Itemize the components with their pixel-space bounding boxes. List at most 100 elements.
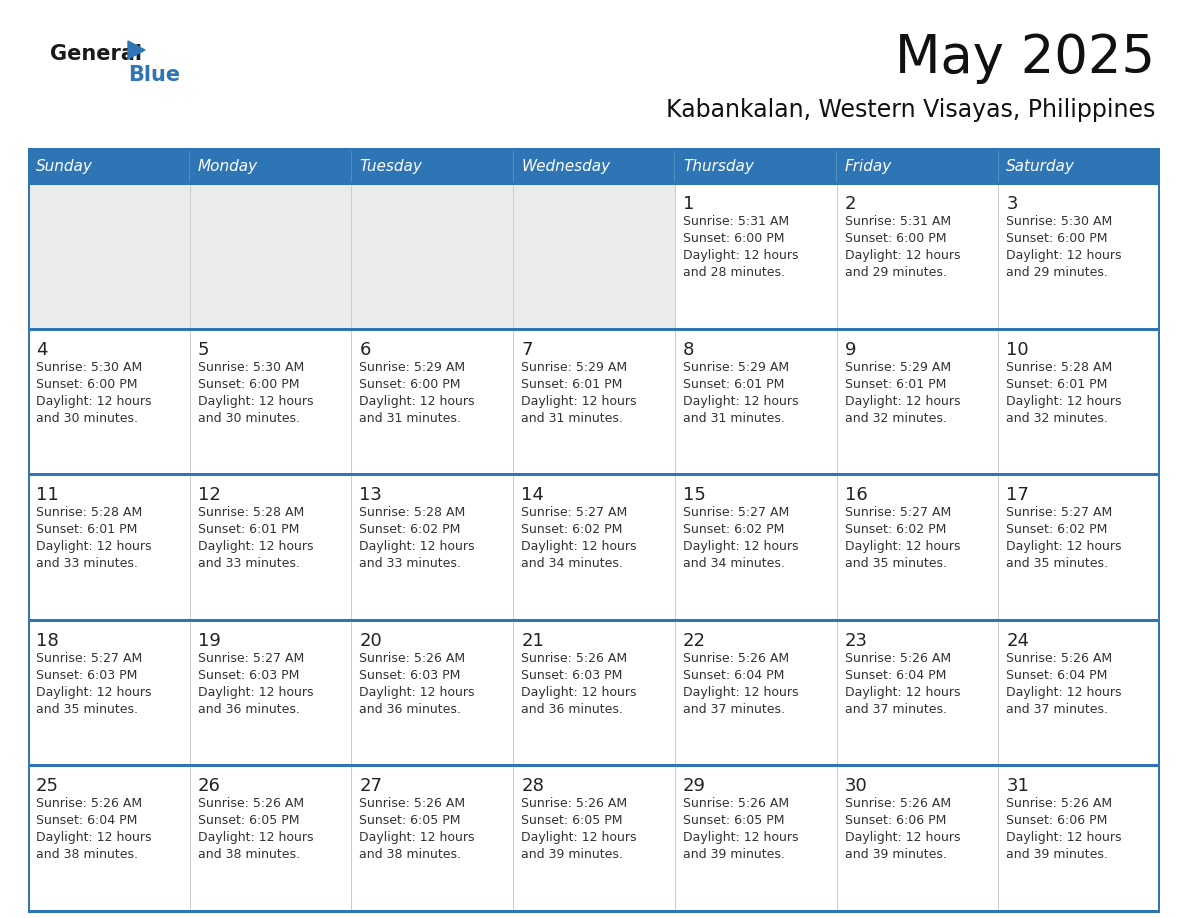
Bar — [836, 148, 998, 182]
Text: 9: 9 — [845, 341, 857, 359]
Bar — [190, 185, 352, 328]
Text: Daylight: 12 hours: Daylight: 12 hours — [36, 832, 152, 845]
Text: Sunrise: 5:26 AM: Sunrise: 5:26 AM — [36, 798, 143, 811]
Text: Sunrise: 5:31 AM: Sunrise: 5:31 AM — [845, 215, 950, 228]
Text: Daylight: 12 hours: Daylight: 12 hours — [683, 249, 798, 262]
Text: and 35 minutes.: and 35 minutes. — [845, 557, 947, 570]
Text: 18: 18 — [36, 632, 58, 650]
Text: 25: 25 — [36, 778, 59, 795]
Text: and 39 minutes.: and 39 minutes. — [522, 848, 623, 861]
Bar — [29, 330, 190, 473]
Text: Sunrise: 5:28 AM: Sunrise: 5:28 AM — [1006, 361, 1112, 374]
Text: 31: 31 — [1006, 778, 1029, 795]
Bar — [675, 621, 836, 765]
Text: and 37 minutes.: and 37 minutes. — [683, 703, 785, 716]
Text: Sunrise: 5:26 AM: Sunrise: 5:26 AM — [522, 798, 627, 811]
Text: 3: 3 — [1006, 195, 1018, 213]
Text: Sunrise: 5:29 AM: Sunrise: 5:29 AM — [360, 361, 466, 374]
Bar — [352, 621, 513, 765]
Text: 2: 2 — [845, 195, 857, 213]
Text: Daylight: 12 hours: Daylight: 12 hours — [197, 832, 314, 845]
Text: Sunrise: 5:26 AM: Sunrise: 5:26 AM — [845, 798, 950, 811]
Text: Sunset: 6:00 PM: Sunset: 6:00 PM — [197, 377, 299, 390]
Text: Daylight: 12 hours: Daylight: 12 hours — [683, 686, 798, 699]
Text: Sunset: 6:03 PM: Sunset: 6:03 PM — [522, 669, 623, 682]
Text: Sunset: 6:03 PM: Sunset: 6:03 PM — [197, 669, 299, 682]
Text: and 31 minutes.: and 31 minutes. — [360, 411, 461, 425]
Bar — [190, 330, 352, 473]
Bar — [513, 148, 675, 182]
Text: 7: 7 — [522, 341, 532, 359]
Text: 21: 21 — [522, 632, 544, 650]
Text: Sunrise: 5:27 AM: Sunrise: 5:27 AM — [522, 506, 627, 520]
Bar — [675, 476, 836, 619]
Bar — [836, 185, 998, 328]
Text: Sunset: 6:02 PM: Sunset: 6:02 PM — [683, 523, 784, 536]
Text: Daylight: 12 hours: Daylight: 12 hours — [683, 395, 798, 408]
Bar — [675, 185, 836, 328]
Bar — [190, 621, 352, 765]
Text: and 36 minutes.: and 36 minutes. — [197, 703, 299, 716]
Text: Daylight: 12 hours: Daylight: 12 hours — [683, 832, 798, 845]
Bar — [29, 767, 190, 910]
Text: Daylight: 12 hours: Daylight: 12 hours — [36, 395, 152, 408]
Bar — [998, 148, 1159, 182]
Text: Kabankalan, Western Visayas, Philippines: Kabankalan, Western Visayas, Philippines — [665, 98, 1155, 122]
Text: Sunrise: 5:29 AM: Sunrise: 5:29 AM — [845, 361, 950, 374]
Text: Sunset: 6:05 PM: Sunset: 6:05 PM — [360, 814, 461, 827]
Text: Sunset: 6:04 PM: Sunset: 6:04 PM — [845, 669, 946, 682]
Text: Wednesday: Wednesday — [522, 159, 611, 174]
Text: Daylight: 12 hours: Daylight: 12 hours — [360, 686, 475, 699]
Bar — [29, 328, 1159, 330]
Text: 19: 19 — [197, 632, 221, 650]
Text: Sunrise: 5:28 AM: Sunrise: 5:28 AM — [36, 506, 143, 520]
Text: Sunset: 6:00 PM: Sunset: 6:00 PM — [36, 377, 138, 390]
Text: and 33 minutes.: and 33 minutes. — [360, 557, 461, 570]
Text: Sunset: 6:04 PM: Sunset: 6:04 PM — [1006, 669, 1107, 682]
Text: Sunset: 6:05 PM: Sunset: 6:05 PM — [197, 814, 299, 827]
Bar — [998, 476, 1159, 619]
Text: 22: 22 — [683, 632, 706, 650]
Text: Daylight: 12 hours: Daylight: 12 hours — [1006, 832, 1121, 845]
Text: Daylight: 12 hours: Daylight: 12 hours — [845, 832, 960, 845]
Bar — [513, 767, 675, 910]
Text: 12: 12 — [197, 487, 221, 504]
Text: Daylight: 12 hours: Daylight: 12 hours — [1006, 249, 1121, 262]
Text: Sunday: Sunday — [36, 159, 93, 174]
Bar — [190, 767, 352, 910]
Text: 13: 13 — [360, 487, 383, 504]
Text: Sunrise: 5:26 AM: Sunrise: 5:26 AM — [1006, 798, 1112, 811]
Text: Daylight: 12 hours: Daylight: 12 hours — [1006, 540, 1121, 554]
Text: Sunset: 6:05 PM: Sunset: 6:05 PM — [683, 814, 784, 827]
Text: 10: 10 — [1006, 341, 1029, 359]
Text: Sunset: 6:01 PM: Sunset: 6:01 PM — [683, 377, 784, 390]
Text: Sunrise: 5:26 AM: Sunrise: 5:26 AM — [683, 798, 789, 811]
Text: and 35 minutes.: and 35 minutes. — [36, 703, 138, 716]
Text: 4: 4 — [36, 341, 48, 359]
Text: Sunset: 6:00 PM: Sunset: 6:00 PM — [360, 377, 461, 390]
Bar — [190, 476, 352, 619]
Text: and 29 minutes.: and 29 minutes. — [1006, 266, 1108, 279]
Text: and 30 minutes.: and 30 minutes. — [197, 411, 299, 425]
Text: Tuesday: Tuesday — [360, 159, 422, 174]
Bar — [29, 148, 1159, 151]
Text: and 33 minutes.: and 33 minutes. — [36, 557, 138, 570]
Text: 26: 26 — [197, 778, 221, 795]
Text: Daylight: 12 hours: Daylight: 12 hours — [845, 249, 960, 262]
Text: Blue: Blue — [128, 65, 181, 85]
Text: Monday: Monday — [197, 159, 258, 174]
Text: and 39 minutes.: and 39 minutes. — [845, 848, 947, 861]
Text: 1: 1 — [683, 195, 694, 213]
Bar — [1158, 148, 1159, 913]
Bar — [29, 148, 190, 182]
Text: and 32 minutes.: and 32 minutes. — [1006, 411, 1108, 425]
Text: Sunrise: 5:27 AM: Sunrise: 5:27 AM — [1006, 506, 1112, 520]
Text: Sunrise: 5:26 AM: Sunrise: 5:26 AM — [522, 652, 627, 665]
Text: Sunset: 6:00 PM: Sunset: 6:00 PM — [683, 232, 784, 245]
Text: 16: 16 — [845, 487, 867, 504]
Text: and 36 minutes.: and 36 minutes. — [360, 703, 461, 716]
Text: 17: 17 — [1006, 487, 1029, 504]
Text: and 28 minutes.: and 28 minutes. — [683, 266, 785, 279]
Bar — [29, 619, 1159, 621]
Text: Daylight: 12 hours: Daylight: 12 hours — [360, 540, 475, 554]
